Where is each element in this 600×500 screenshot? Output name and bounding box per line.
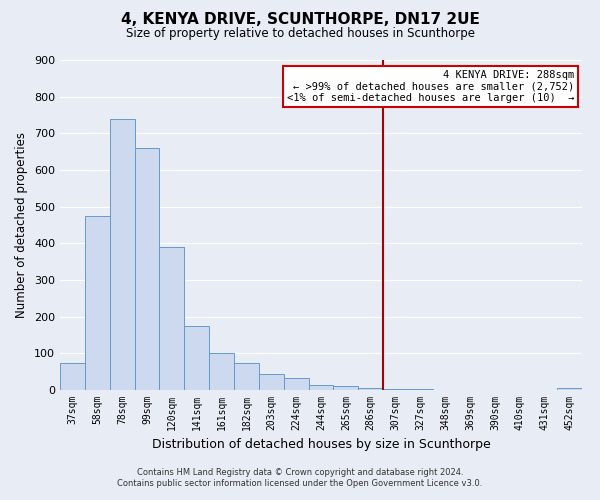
- Bar: [85, 216, 110, 390]
- Bar: [334, 386, 358, 390]
- Bar: [284, 378, 308, 390]
- Bar: [134, 148, 160, 390]
- Text: 4 KENYA DRIVE: 288sqm
← >99% of detached houses are smaller (2,752)
<1% of semi-: 4 KENYA DRIVE: 288sqm ← >99% of detached…: [287, 70, 574, 103]
- Bar: [184, 326, 209, 390]
- X-axis label: Distribution of detached houses by size in Scunthorpe: Distribution of detached houses by size …: [152, 438, 490, 452]
- Text: Size of property relative to detached houses in Scunthorpe: Size of property relative to detached ho…: [125, 28, 475, 40]
- Bar: [234, 362, 259, 390]
- Bar: [358, 388, 383, 390]
- Bar: [259, 374, 284, 390]
- Bar: [383, 389, 408, 390]
- Bar: [110, 118, 134, 390]
- Bar: [308, 384, 334, 390]
- Bar: [60, 362, 85, 390]
- Y-axis label: Number of detached properties: Number of detached properties: [16, 132, 28, 318]
- Bar: [557, 388, 582, 390]
- Bar: [160, 247, 184, 390]
- Bar: [209, 354, 234, 390]
- Text: Contains HM Land Registry data © Crown copyright and database right 2024.
Contai: Contains HM Land Registry data © Crown c…: [118, 468, 482, 487]
- Text: 4, KENYA DRIVE, SCUNTHORPE, DN17 2UE: 4, KENYA DRIVE, SCUNTHORPE, DN17 2UE: [121, 12, 479, 28]
